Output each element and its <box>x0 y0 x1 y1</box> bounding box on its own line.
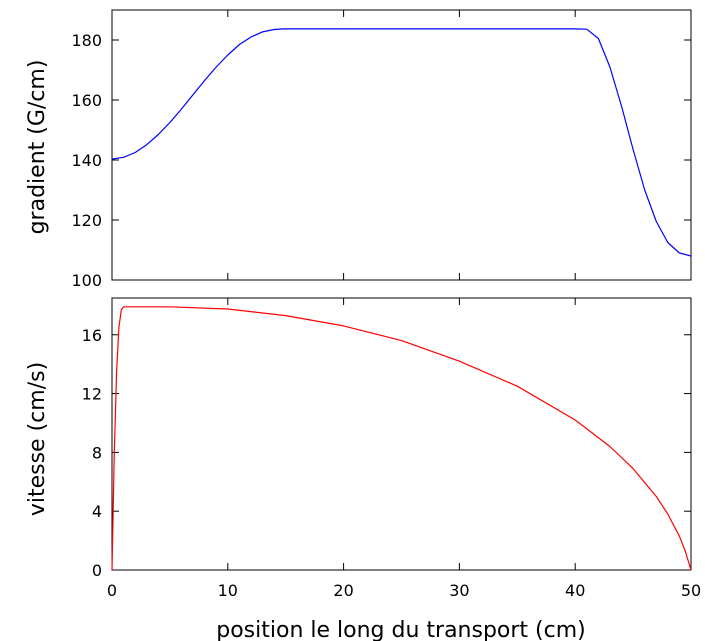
gradient-axis-label: gradient (G/cm) <box>25 60 50 235</box>
velocity-ytick-label: 8 <box>92 443 102 462</box>
gradient-ytick-label: 120 <box>71 211 102 230</box>
gradient-panel: 100 120 140 160 180 <box>71 9 692 290</box>
velocity-xtick-label: 0 <box>107 581 117 600</box>
velocity-panel: 0 4 8 12 16 0 10 20 30 40 50 <box>82 297 701 600</box>
velocity-axis-label: vitesse (cm/s) <box>25 362 50 516</box>
velocity-series-line <box>111 306 692 571</box>
gradient-ytick-label: 100 <box>71 271 102 290</box>
position-axis-label: position le long du transport (cm) <box>216 618 586 641</box>
gradient-plot-frame <box>111 9 692 281</box>
gradient-ytick-label: 160 <box>71 91 102 110</box>
gradient-ytick-label: 140 <box>71 151 102 170</box>
velocity-ytick-label: 12 <box>82 385 102 404</box>
velocity-ytick-label: 16 <box>82 326 102 345</box>
velocity-xtick-label: 40 <box>565 581 585 600</box>
velocity-xtick-label: 30 <box>449 581 469 600</box>
velocity-plot-frame <box>111 297 692 571</box>
velocity-xtick-label: 50 <box>681 581 701 600</box>
velocity-xtick-label: 20 <box>333 581 353 600</box>
velocity-xtick-label: 10 <box>218 581 238 600</box>
velocity-ytick-label: 4 <box>92 502 102 521</box>
gradient-series-line <box>111 28 692 257</box>
gradient-ytick-label: 180 <box>71 31 102 50</box>
velocity-ytick-label: 0 <box>92 561 102 580</box>
